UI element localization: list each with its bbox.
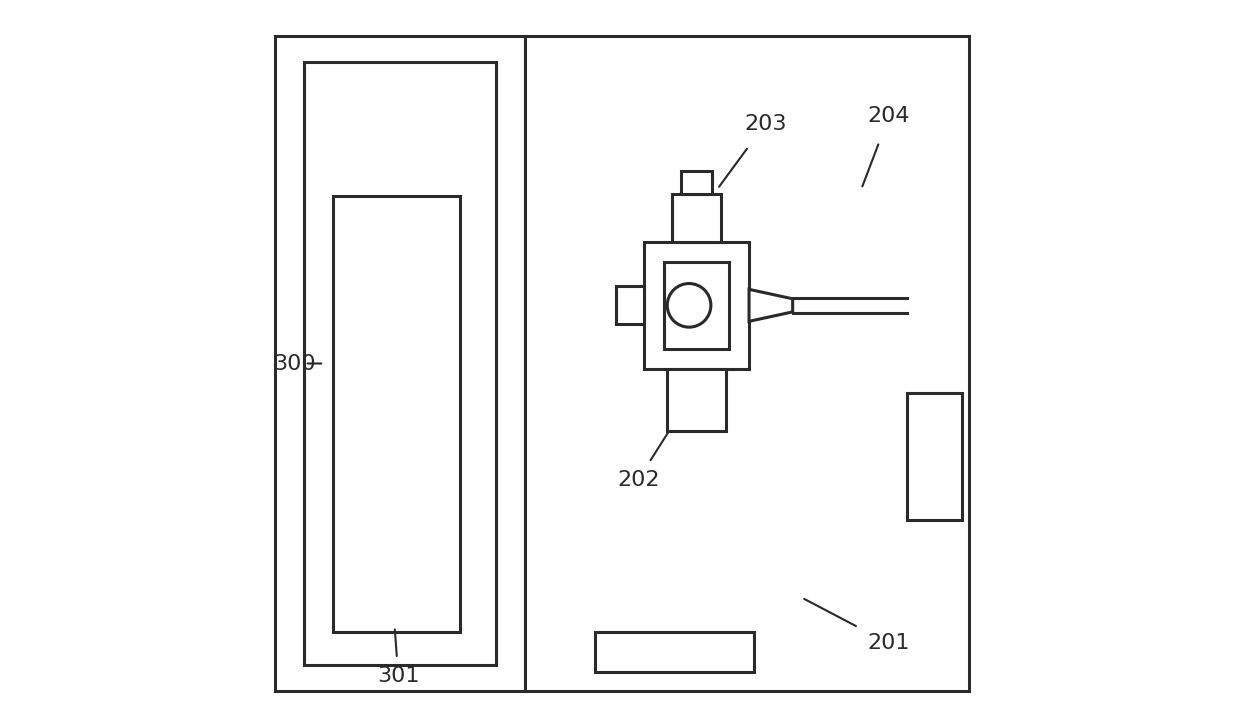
Text: 300: 300 [273,353,316,374]
Bar [644,241,749,369]
Text: 301: 301 [377,666,419,686]
Bar [681,172,712,195]
Bar [594,632,754,672]
Text: 203: 203 [744,113,786,134]
Bar [663,262,729,349]
Bar [304,62,496,665]
Bar [667,369,727,430]
Bar [908,393,962,520]
Text: 201: 201 [868,633,910,654]
Bar [526,36,968,691]
Bar [275,36,526,691]
Bar [332,196,460,632]
Bar [672,195,720,241]
Text: 204: 204 [868,106,910,126]
Polygon shape [749,289,792,321]
Bar [616,286,644,324]
Text: 202: 202 [618,470,660,490]
